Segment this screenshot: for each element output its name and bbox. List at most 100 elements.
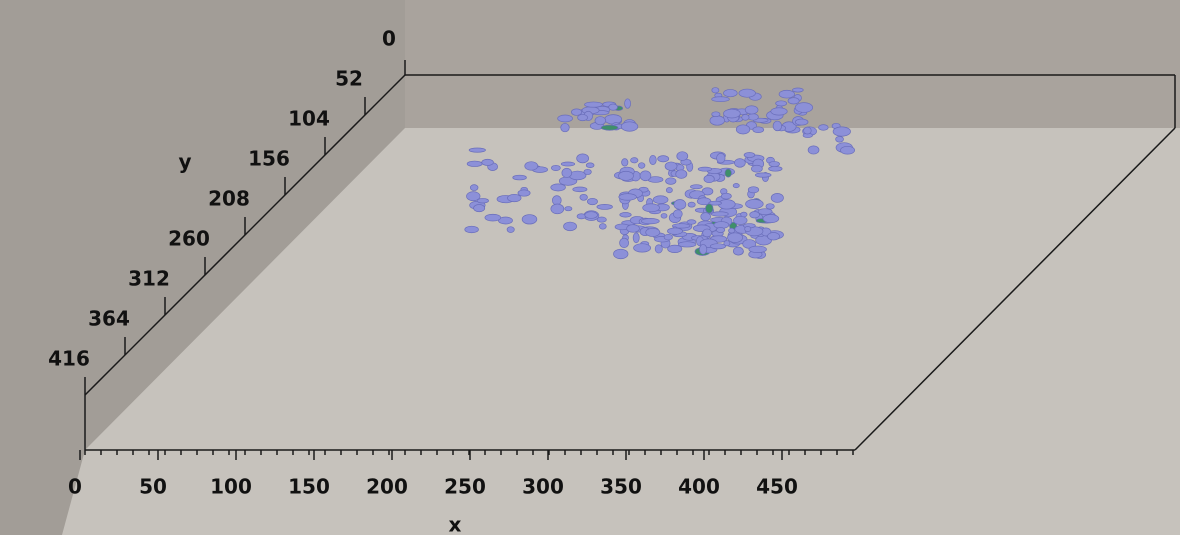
- scene: y x 052104156208260312364416050100150200…: [0, 0, 1180, 535]
- blob: [736, 125, 750, 134]
- blob: [795, 103, 812, 113]
- blob: [609, 104, 618, 110]
- blob: [667, 228, 682, 234]
- blob: [522, 215, 537, 224]
- blob: [577, 154, 589, 163]
- blob: [804, 127, 812, 134]
- blob: [712, 97, 730, 102]
- y-tick-label: 156: [248, 147, 290, 171]
- blob: [627, 225, 640, 233]
- blob: [688, 202, 695, 207]
- blob: [601, 125, 618, 130]
- x-tick-label: 150: [288, 475, 330, 499]
- x-tick-label: 100: [210, 475, 252, 499]
- blob: [525, 162, 538, 171]
- x-tick-label: 300: [522, 475, 564, 499]
- blob: [710, 244, 725, 249]
- blob: [586, 163, 594, 168]
- blob: [631, 158, 638, 163]
- blob: [552, 196, 561, 205]
- blob: [701, 213, 711, 221]
- blob: [771, 108, 787, 115]
- blob: [734, 159, 745, 168]
- blob: [619, 171, 634, 180]
- blob: [614, 249, 629, 259]
- blob: [562, 168, 572, 177]
- blob: [640, 171, 651, 181]
- blob: [744, 152, 755, 157]
- blob: [482, 159, 494, 165]
- y-tick-label: 52: [335, 67, 363, 91]
- blob: [733, 247, 743, 255]
- blob: [792, 88, 803, 92]
- x-tick-label: 200: [366, 475, 408, 499]
- blob: [551, 204, 564, 214]
- y-axis-label: y: [178, 150, 191, 174]
- blob: [584, 169, 591, 174]
- blob: [561, 123, 570, 131]
- x-tick-label: 0: [68, 475, 82, 499]
- blob: [485, 214, 501, 221]
- blob: [622, 159, 628, 166]
- blob: [585, 212, 598, 219]
- blob: [711, 212, 728, 217]
- x-tick-label: 350: [600, 475, 642, 499]
- y-tick-label: 208: [208, 187, 250, 211]
- blob: [745, 106, 758, 114]
- blob: [638, 163, 645, 169]
- x-tick-label: 450: [756, 475, 798, 499]
- blob: [666, 178, 676, 185]
- y-tick-label: 104: [288, 107, 330, 131]
- blob: [745, 226, 751, 231]
- blob: [690, 185, 702, 189]
- blob: [712, 88, 719, 93]
- blob: [788, 98, 799, 104]
- blob: [749, 246, 767, 253]
- blob: [678, 242, 696, 247]
- blob: [665, 162, 677, 171]
- blob: [620, 213, 631, 218]
- blob: [758, 209, 772, 215]
- blob: [605, 115, 622, 124]
- blob: [650, 155, 657, 164]
- blob: [725, 169, 731, 177]
- blob: [477, 198, 488, 203]
- blob: [620, 238, 629, 248]
- blob: [513, 175, 527, 180]
- blob: [558, 115, 573, 122]
- blob: [465, 226, 479, 233]
- blob: [750, 211, 760, 218]
- blob: [551, 165, 560, 170]
- blob: [467, 161, 482, 166]
- blob: [676, 170, 687, 179]
- blob: [836, 136, 844, 142]
- blob: [470, 185, 478, 191]
- blob: [507, 194, 521, 201]
- blob: [633, 233, 639, 243]
- blob: [808, 146, 819, 154]
- blob: [469, 148, 485, 152]
- blob: [746, 199, 764, 208]
- blob: [771, 193, 783, 202]
- blob: [595, 117, 606, 125]
- blob: [766, 204, 774, 209]
- blob: [577, 214, 586, 219]
- blob: [753, 127, 764, 133]
- blob: [710, 116, 725, 125]
- blob: [703, 229, 712, 237]
- blob: [641, 218, 659, 224]
- blob: [723, 109, 740, 118]
- blob: [698, 167, 712, 171]
- blob: [507, 227, 514, 233]
- x-tick-label: 250: [444, 475, 486, 499]
- blob: [597, 204, 613, 209]
- blob: [518, 190, 530, 196]
- blob: [643, 204, 660, 212]
- y-tick-label: 260: [168, 227, 210, 251]
- blob: [739, 89, 756, 97]
- blob: [779, 90, 795, 98]
- blob: [699, 244, 706, 254]
- blob: [599, 224, 606, 230]
- blob: [584, 102, 602, 107]
- blob: [653, 196, 668, 204]
